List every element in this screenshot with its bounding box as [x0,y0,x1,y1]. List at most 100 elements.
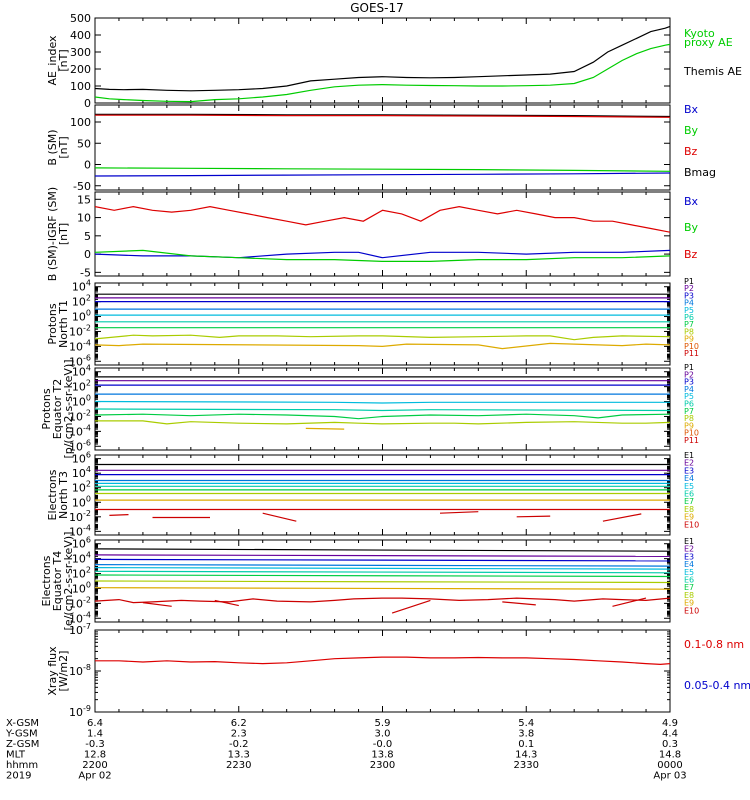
series-line-e2 [95,554,670,558]
series-line-p6 [95,408,670,412]
series-line-0-1-0-8-nm [95,656,670,666]
legend-entry: E7 [684,583,694,592]
y-tick-label: 100 [72,580,91,595]
x-row-value: 2.3 [231,729,247,740]
x-row-value: 2300 [370,760,395,771]
legend-entry: P10 [684,342,699,351]
x-row-value: 3.8 [518,729,534,740]
panel-frame [94,629,671,713]
legend-entry: Bz [684,248,698,261]
series-fragment [602,513,642,522]
x-row-value: 0.3 [662,739,678,750]
series-fragment [612,597,647,607]
legend-entry: E6 [684,576,694,585]
series-line-p8 [95,334,670,341]
y-tick-label: 10-4 [69,423,91,438]
y-tick-label: 102 [72,294,91,309]
x-row-value: 2230 [226,760,251,771]
legend-entry: E3 [684,466,694,475]
series-line-e9 [95,587,670,590]
x-row-value: 3.0 [375,729,391,740]
x-row-value: -0.2 [229,739,249,750]
panel-frame [94,454,671,536]
legend-entry: E2 [684,459,694,468]
legend-entry: E8 [684,591,694,600]
plot-area [95,205,670,262]
y-axis-label: Equator T4 [51,551,64,611]
legend-entry: E2 [684,545,694,554]
y-axis-label: Protons [46,303,59,344]
x-row-label: 2019 [6,771,31,782]
y-axis-label: [e/(cm2-s-sr-keV)] [62,532,75,631]
y-tick-label: 106 [72,451,91,466]
x-row-value: Apr 03 [653,771,686,782]
series-line-e10 [95,597,670,604]
x-row-value: 2330 [514,760,539,771]
y-tick-label: 10-4 [69,523,91,538]
panel-2: -50 0 50 100 B (SM)[nT] Bx By Bz Bmag [46,103,716,193]
legend-entry: By [684,124,699,137]
y-tick-label: 10 [77,212,91,225]
series-line-p8 [95,420,670,425]
panel-frame [94,191,671,277]
legend-entry: P3 [684,291,694,300]
legend-entry: P7 [684,407,694,416]
y-tick-label: 10-2 [69,323,91,338]
legend-entry: P1 [684,363,694,372]
y-tick-label: 10-2 [69,509,91,524]
figure-title: GOES-17 [350,1,404,15]
y-tick-label: 102 [72,480,91,495]
legend-entry: P11 [684,436,699,445]
x-row-value: Apr 02 [78,771,111,782]
x-row-label: X-GSM [6,718,39,729]
legend-entry: P9 [684,335,694,344]
y-tick-label: 102 [72,379,91,394]
x-row-value: 5.9 [375,718,391,729]
series-line-p9 [95,342,670,350]
legend-entry: E1 [684,537,694,546]
legend-entry: P7 [684,320,694,329]
y-tick-label: 200 [70,63,91,76]
y-tick-label: 102 [72,566,91,581]
legend-entry: E4 [684,474,694,483]
y-tick-label: 10-4 [69,610,91,625]
y-tick-label: 15 [77,193,91,206]
x-row-value: 6.4 [87,718,103,729]
y-tick-label: 10-9 [69,704,91,719]
series-line-e4 [95,563,670,567]
y-axis-label: [nT] [57,136,70,158]
y-axis-label: Electrons [40,555,53,606]
series-line-p5 [95,400,670,404]
y-axis-label: Protons [40,388,53,429]
x-row-value: 12.8 [84,750,106,761]
y-tick-label: 100 [70,116,91,129]
series-fragment [109,514,129,516]
x-row-value: -0.3 [85,739,105,750]
series-line-e7 [95,574,670,578]
legend-entry: E9 [684,513,694,522]
legend-entry: E10 [684,606,699,615]
legend-entry: P6 [684,400,694,409]
legend-entry: P1 [684,277,694,286]
series-fragment [439,511,479,514]
x-row-label: Y-GSM [5,729,38,740]
y-tick-label: 10-6 [69,353,91,368]
x-row-value: 0000 [657,760,682,771]
x-row-value: 14.3 [515,750,537,761]
legend-entry: E6 [684,490,694,499]
legend-entry: By [684,221,699,234]
series-fragment [502,601,536,606]
legend-entry: E9 [684,599,694,608]
legend-entry: Kyoto [684,27,715,40]
legend-entry: 0.1-0.8 nm [684,638,744,651]
y-axis-label: B (SM)-IGRF (SM) [46,187,59,281]
y-axis-label: AE_index [46,35,59,86]
y-tick-label: 5 [84,230,91,243]
series-line-bmag [95,113,670,118]
y-tick-label: 400 [70,29,91,42]
x-row-label: MLT [6,750,26,761]
legend-entry: P10 [684,429,699,438]
